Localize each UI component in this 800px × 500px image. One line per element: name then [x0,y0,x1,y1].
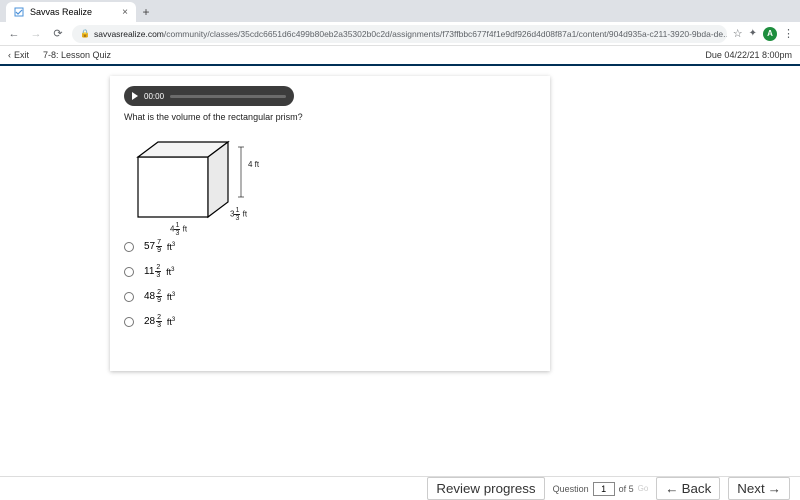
choice-d[interactable]: 2823 ft3 [124,314,536,329]
content-area: 00:00 What is the volume of the rectangu… [0,68,800,476]
due-date: Due 04/22/21 8:00pm [705,50,792,60]
audio-progress[interactable] [170,95,286,98]
choice-c[interactable]: 4829 ft3 [124,289,536,304]
choice-c-radio[interactable] [124,292,134,302]
url-domain: savvasrealize.com [94,29,164,39]
reload-icon[interactable]: ⟳ [50,26,66,42]
question-prompt: What is the volume of the rectangular pr… [124,112,536,122]
play-icon[interactable] [132,92,138,100]
go-button[interactable]: Go [638,484,649,493]
menu-icon[interactable]: ⋮ [783,27,794,40]
choice-b[interactable]: 1123 ft3 [124,264,536,279]
extensions-icon[interactable]: ✦ [749,28,757,39]
question-card: 00:00 What is the volume of the rectangu… [110,76,550,371]
forward-icon[interactable]: → [28,26,44,42]
browser-tab-strip: Savvas Realize × + [0,0,800,22]
new-tab-button[interactable]: + [136,2,156,22]
profile-avatar[interactable]: A [763,27,777,41]
choice-a[interactable]: 5779 ft3 [124,239,536,254]
address-bar[interactable]: 🔒 savvasrealize.com/community/classes/35… [72,25,727,43]
audio-time: 00:00 [144,92,164,101]
footer-nav: Review progress Question of 5 Go ←Back N… [0,476,800,500]
choice-a-radio[interactable] [124,242,134,252]
answer-choices: 5779 ft3 1123 ft3 4829 ft3 2823 ft3 [124,239,536,329]
browser-tab[interactable]: Savvas Realize × [6,2,136,22]
choice-b-radio[interactable] [124,267,134,277]
back-icon[interactable]: ← [6,26,22,42]
question-pager: Question of 5 Go [553,482,649,496]
app-header: ‹ Exit 7-8: Lesson Quiz Due 04/22/21 8:0… [0,46,800,66]
back-button[interactable]: ←Back [656,477,720,500]
lesson-title: 7-8: Lesson Quiz [43,50,111,60]
question-label: Question [553,484,589,494]
chevron-left-icon: ‹ [8,50,11,60]
tab-title: Savvas Realize [30,7,92,17]
dimension-height: 4 ft [248,160,259,169]
bookmark-icon[interactable]: ☆ [733,27,743,40]
choice-d-radio[interactable] [124,317,134,327]
prism-figure: 4 ft 313 ft 413 ft [128,132,278,227]
exit-button[interactable]: ‹ Exit [8,50,29,60]
browser-toolbar: ← → ⟳ 🔒 savvasrealize.com/community/clas… [0,22,800,46]
lock-icon: 🔒 [80,29,90,38]
url-path: /community/classes/35cdc6651d6c499b80eb2… [164,29,727,39]
audio-player[interactable]: 00:00 [124,86,294,106]
next-button[interactable]: Next→ [728,477,790,500]
exit-label: Exit [14,50,29,60]
dimension-width: 413 ft [170,222,187,237]
arrow-left-icon: ← [665,481,678,496]
review-progress-button[interactable]: Review progress [427,477,544,500]
question-number-input[interactable] [593,482,615,496]
dimension-depth: 313 ft [230,207,247,222]
close-icon[interactable]: × [122,7,128,18]
tab-favicon [14,7,24,17]
arrow-right-icon: → [768,481,781,496]
question-total: of 5 [619,484,634,494]
